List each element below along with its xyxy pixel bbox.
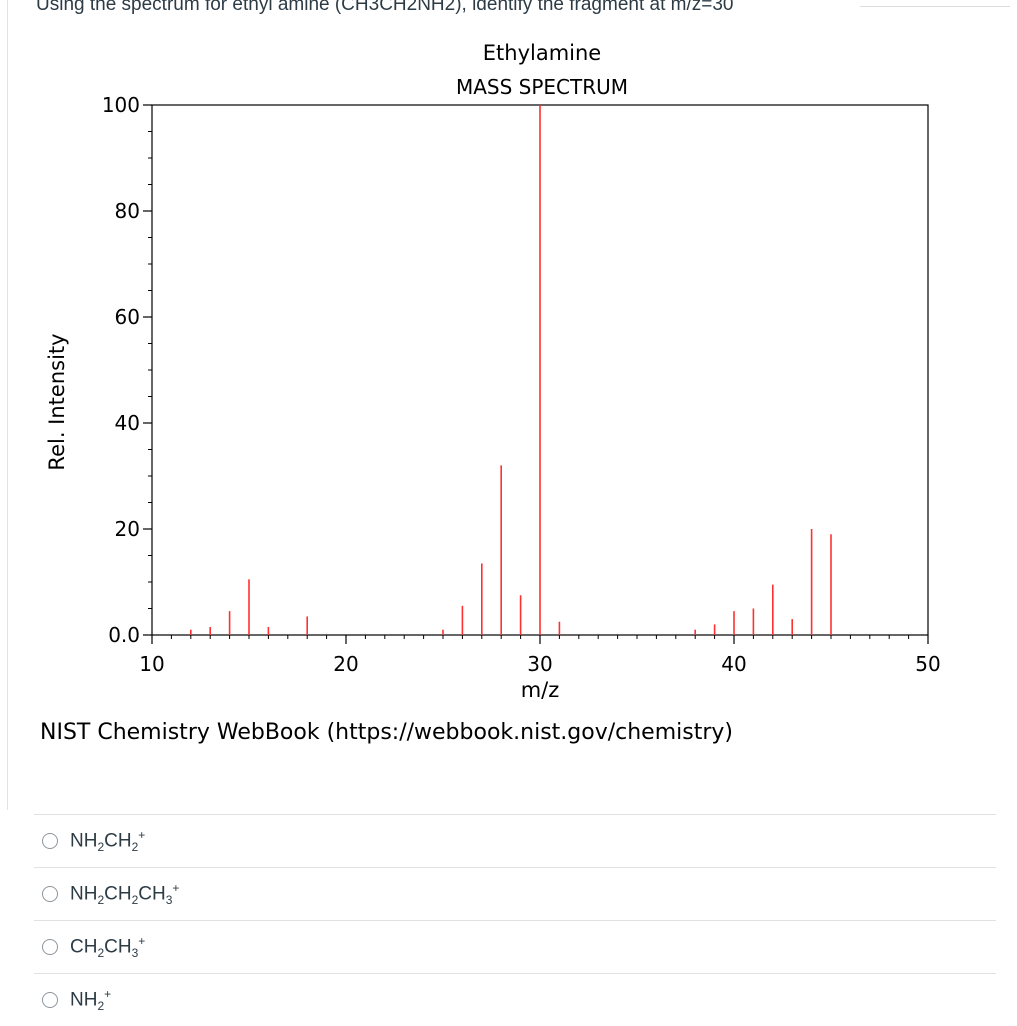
chart-subtitle: MASS SPECTRUM xyxy=(456,75,628,99)
y-tick-label: 100 xyxy=(102,93,140,117)
option-label: CH2CH3+ xyxy=(70,933,146,961)
x-tick-label: 40 xyxy=(721,652,746,676)
question-text: Using the spectrum for ethyl amine (CH3C… xyxy=(36,0,734,15)
option-label: NH2CH2CH3+ xyxy=(70,880,180,908)
option-label: NH2+ xyxy=(70,986,112,1014)
answer-option[interactable]: CH2CH3+ xyxy=(34,920,996,973)
y-tick-label: 80 xyxy=(115,199,140,223)
left-border xyxy=(7,0,8,810)
answer-option[interactable]: NH2CH2CH3+ xyxy=(34,867,996,920)
answer-option[interactable]: NH2CH2+ xyxy=(34,814,996,867)
radio-button[interactable] xyxy=(42,992,58,1008)
y-tick-label: 20 xyxy=(115,517,140,541)
option-label: NH2CH2+ xyxy=(70,827,146,855)
x-axis-label: m/z xyxy=(521,678,560,702)
y-tick-label: 0.0 xyxy=(108,623,140,647)
chart-title: Ethylamine xyxy=(483,41,601,65)
answer-options: NH2CH2+ NH2CH2CH3+ CH2CH3+ NH2+ xyxy=(34,814,996,1026)
x-tick-label: 10 xyxy=(139,652,164,676)
x-tick-label: 30 xyxy=(527,652,552,676)
radio-button[interactable] xyxy=(42,886,58,902)
source-credit: NIST Chemistry WebBook (https://webbook.… xyxy=(40,720,733,745)
radio-button[interactable] xyxy=(42,833,58,849)
y-tick-label: 40 xyxy=(115,411,140,435)
x-tick-label: 20 xyxy=(333,652,358,676)
y-axis-label: Rel. Intensity xyxy=(45,333,69,470)
answer-option[interactable]: NH2+ xyxy=(34,973,996,1026)
y-tick-label: 60 xyxy=(115,305,140,329)
radio-button[interactable] xyxy=(42,939,58,955)
mass-spectrum-chart: Ethylamine MASS SPECTRUM 0.020406080100 … xyxy=(45,41,941,702)
top-divider xyxy=(860,6,1010,7)
x-tick-label: 50 xyxy=(915,652,940,676)
